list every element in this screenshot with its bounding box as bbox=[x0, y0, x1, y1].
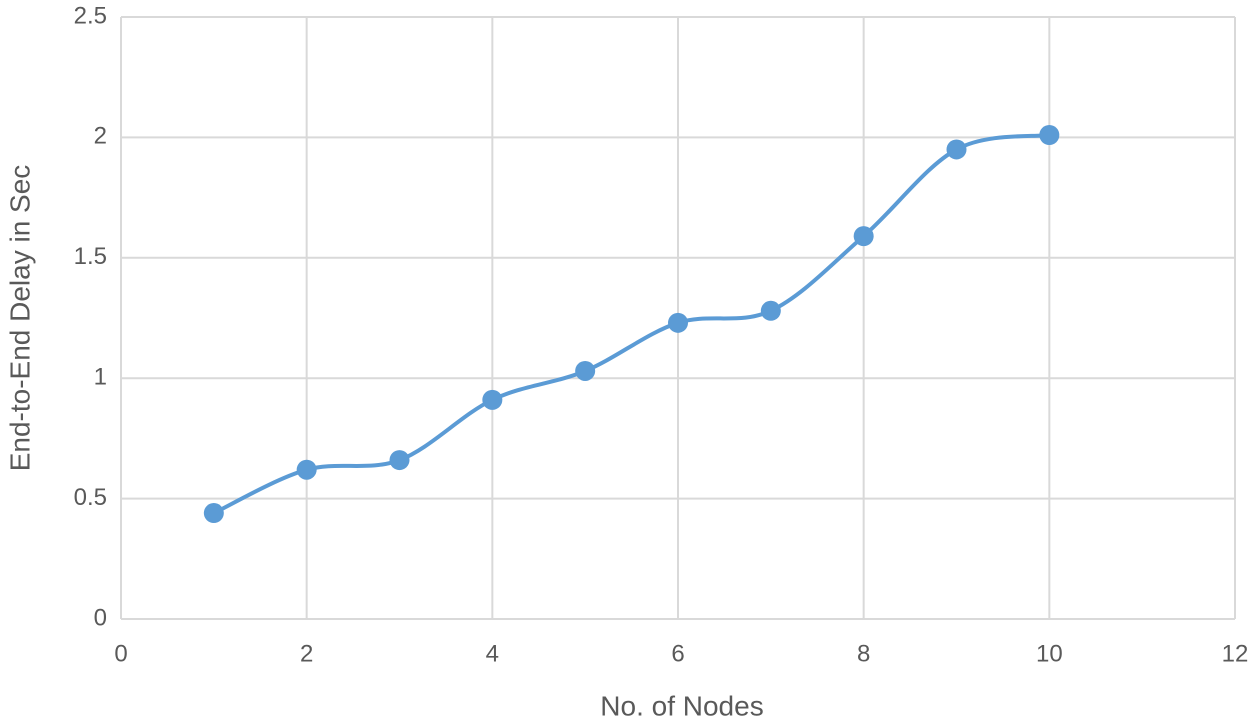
x-tick-label: 6 bbox=[671, 640, 684, 667]
y-tick-label: 2.5 bbox=[74, 2, 107, 29]
y-tick-label: 0.5 bbox=[74, 484, 107, 511]
y-tick-label: 0 bbox=[94, 604, 107, 631]
y-axis-title: End-to-End Delay in Sec bbox=[4, 165, 35, 472]
data-point bbox=[946, 139, 967, 160]
data-point bbox=[575, 360, 596, 381]
x-axis-title: No. of Nodes bbox=[600, 690, 763, 721]
data-point bbox=[760, 300, 781, 321]
data-point bbox=[296, 459, 317, 480]
y-tick-label: 2 bbox=[94, 123, 107, 150]
data-line bbox=[212, 133, 1050, 515]
x-tick-label: 8 bbox=[857, 640, 870, 667]
x-tick-label: 4 bbox=[486, 640, 499, 667]
x-tick-label: 12 bbox=[1222, 640, 1249, 667]
y-tick-label: 1.5 bbox=[74, 243, 107, 270]
data-point bbox=[203, 503, 224, 524]
data-point bbox=[853, 226, 874, 247]
y-tick-label: 1 bbox=[94, 364, 107, 391]
x-tick-label: 0 bbox=[114, 640, 127, 667]
data-point bbox=[668, 312, 688, 333]
data-point bbox=[1039, 124, 1060, 145]
x-tick-label: 2 bbox=[300, 640, 313, 667]
x-tick-label: 10 bbox=[1036, 640, 1063, 667]
data-point bbox=[482, 389, 503, 410]
data-point bbox=[389, 450, 410, 471]
